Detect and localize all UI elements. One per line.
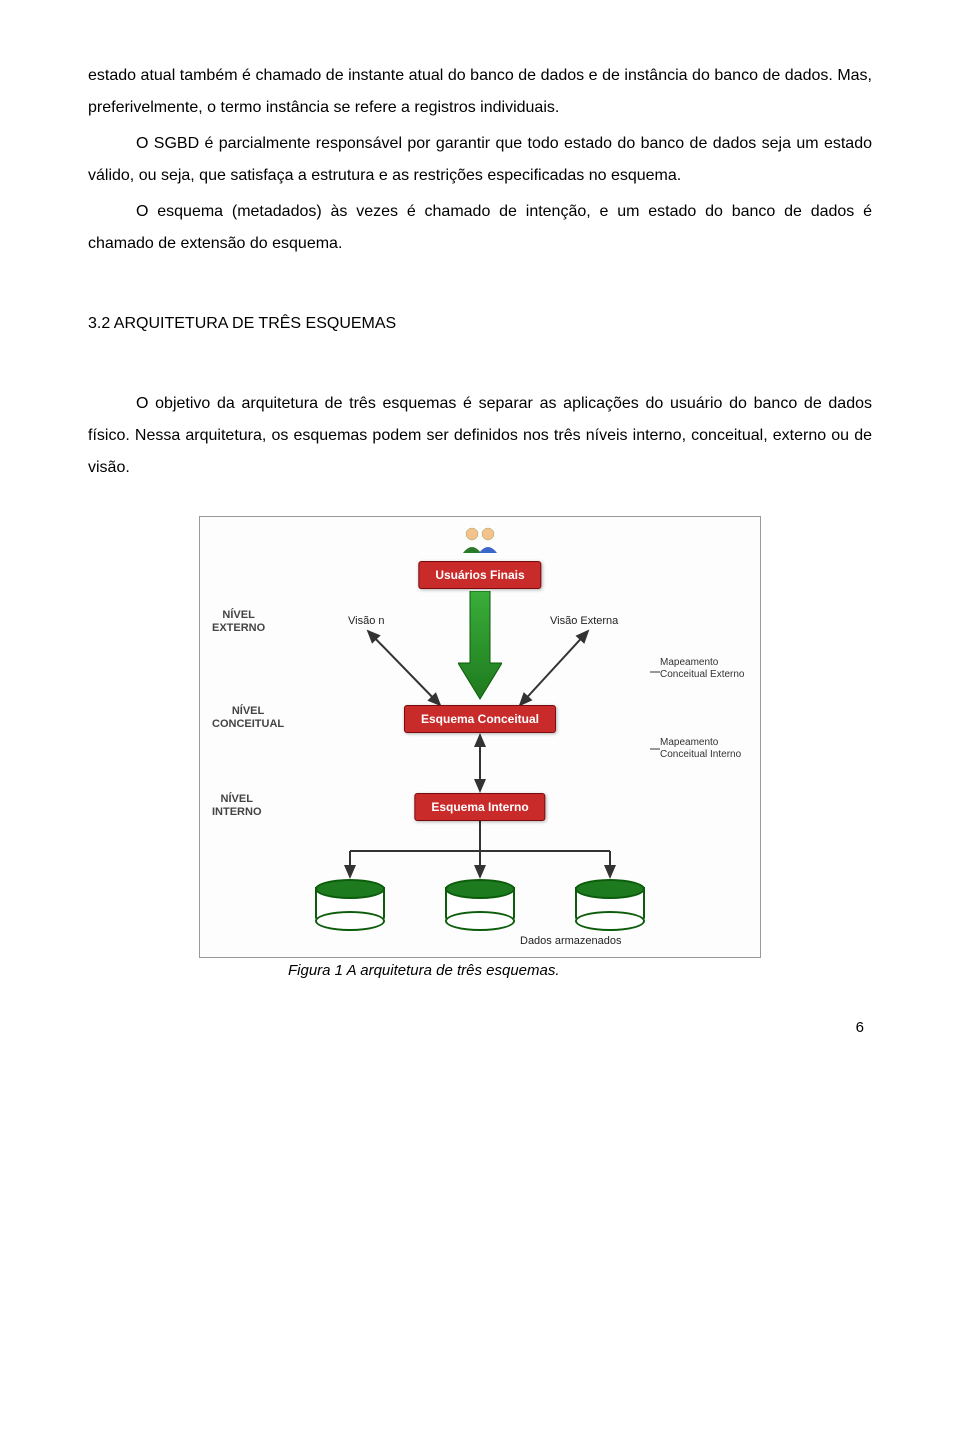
figure-container: NÍVEL EXTERNO NÍVEL CONCEITUAL NÍVEL INT… [88, 516, 872, 979]
section-heading: 3.2 ARQUITETURA DE TRÊS ESQUEMAS [88, 308, 872, 340]
db-cylinder-icon [315, 879, 385, 929]
db-cylinder-icon [445, 879, 515, 929]
paragraph-3: O esquema (metadados) às vezes é chamado… [88, 196, 872, 260]
three-schema-diagram: NÍVEL EXTERNO NÍVEL CONCEITUAL NÍVEL INT… [199, 516, 761, 958]
paragraph-4: O objetivo da arquitetura de três esquem… [88, 388, 872, 484]
db-cylinder-icon [575, 879, 645, 929]
box-esquema-conceitual: Esquema Conceitual [404, 705, 556, 733]
db-top [575, 879, 645, 899]
db-top [445, 879, 515, 899]
label-dados-armazenados: Dados armazenados [520, 935, 622, 947]
box-esquema-interno: Esquema Interno [414, 793, 545, 821]
paragraph-1: estado atual também é chamado de instant… [88, 60, 872, 124]
db-top [315, 879, 385, 899]
page-number: 6 [88, 1019, 872, 1036]
paragraph-2: O SGBD é parcialmente responsável por ga… [88, 128, 872, 192]
figure-caption: Figura 1 A arquitetura de três esquemas. [288, 962, 872, 979]
